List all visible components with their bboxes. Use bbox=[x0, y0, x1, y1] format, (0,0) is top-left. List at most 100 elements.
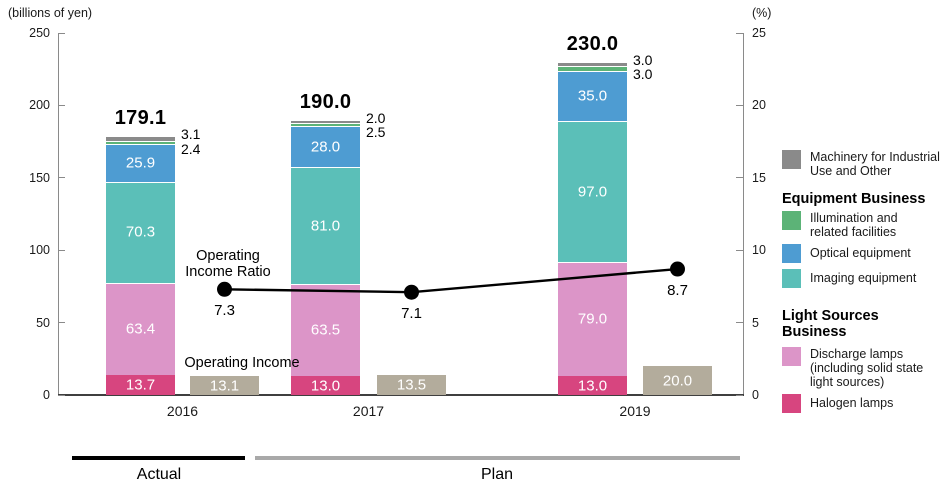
left-axis-tick-label: 150 bbox=[29, 170, 50, 185]
operating-income-annotation: Operating Income bbox=[184, 355, 300, 371]
legend-item-label-line: (including solid state bbox=[810, 361, 924, 375]
bar-segment-machinery-2017 bbox=[291, 119, 360, 123]
bar-total-label: 179.1 bbox=[114, 107, 167, 130]
bar-segment-value-label: 35.0 bbox=[577, 87, 608, 105]
operating-income-ratio-annotation: Operating Income Ratio bbox=[158, 248, 298, 280]
legend-item-label-line: Illumination and bbox=[810, 211, 898, 225]
legend-item-label-line: light sources) bbox=[810, 375, 885, 389]
right-axis-tick-label: 5 bbox=[752, 315, 759, 330]
bar-segment-halogen-2016 bbox=[106, 375, 175, 395]
legend-item-machinery: Machinery for Industrial Use and Other bbox=[782, 150, 940, 178]
legend-item-label-line: Use and Other bbox=[810, 164, 892, 178]
bar-side-label-line: 3.0 bbox=[633, 66, 653, 83]
left-axis-tick bbox=[58, 322, 65, 324]
bar-segment-value-label: 28.0 bbox=[310, 138, 341, 156]
right-axis-tick-label: 15 bbox=[752, 170, 766, 185]
bar-segment-optical-2017 bbox=[291, 126, 360, 167]
operating-income-bar-label: 13.1 bbox=[209, 377, 240, 394]
machinery-swatch bbox=[782, 150, 801, 169]
bar-side-label-line: 3.1 bbox=[181, 126, 201, 143]
legend-item-label: Halogen lamps bbox=[810, 394, 893, 410]
bar-segment-halogen-2019 bbox=[558, 376, 627, 395]
operating-income-bar-label: 13.5 bbox=[396, 376, 427, 394]
left-axis-tick-label: 250 bbox=[29, 26, 50, 40]
legend-item-optical: Optical equipment bbox=[782, 244, 940, 263]
right-axis-tick-label: 0 bbox=[752, 388, 759, 402]
legend-item-label: Imaging equipment bbox=[810, 269, 916, 285]
legend-item-label-line: related facilities bbox=[810, 225, 897, 239]
legend-item-label: Discharge lamps (including solid state lig… bbox=[810, 347, 923, 389]
bar-side-label-line: 2.5 bbox=[366, 124, 386, 141]
bar-segment-discharge-2016 bbox=[106, 283, 175, 376]
plan-period-line bbox=[255, 456, 740, 460]
legend-item-label-line: Halogen lamps bbox=[810, 396, 894, 410]
legend-item-label: Illumination and related facilities bbox=[810, 211, 898, 239]
bar-segment-value-label: 25.9 bbox=[125, 154, 156, 172]
bar-side-label-line: 2.0 bbox=[366, 109, 386, 126]
bar-segment-value-label: 63.4 bbox=[125, 320, 156, 338]
bar-segment-value-label: 13.7 bbox=[125, 376, 156, 394]
bar-segment-machinery-2016 bbox=[106, 136, 175, 141]
bar-side-labels: 2.0 2.5 bbox=[366, 111, 385, 140]
legend-header-light-sources-business: Light Sources Business bbox=[782, 308, 879, 340]
halogen-swatch bbox=[782, 394, 801, 413]
right-axis-tick-label: 25 bbox=[752, 26, 766, 40]
operating-income-bar-label: 20.0 bbox=[662, 372, 693, 390]
left-axis-tick-label: 200 bbox=[29, 98, 50, 113]
bar-segment-imaging-2019 bbox=[558, 121, 627, 262]
bar-segment-value-label: 13.0 bbox=[310, 377, 341, 395]
bar-total-label: 190.0 bbox=[299, 90, 352, 113]
right-axis-tick bbox=[736, 249, 743, 251]
optical-swatch bbox=[782, 244, 801, 263]
legend: Machinery for Industrial Use and Other Equ… bbox=[782, 150, 940, 413]
legend-item-label: Optical equipment bbox=[810, 244, 911, 260]
legend-item-label-line: Optical equipment bbox=[810, 246, 911, 260]
ratio-value-label: 8.7 bbox=[667, 282, 688, 300]
left-axis-tick bbox=[58, 177, 65, 179]
bar-segment-value-label: 63.5 bbox=[310, 321, 341, 339]
right-axis-tick bbox=[736, 322, 743, 324]
legend-item-halogen: Halogen lamps bbox=[782, 394, 940, 413]
bar-side-label-line: 3.0 bbox=[633, 51, 653, 68]
operating-income-bar-2016 bbox=[190, 376, 259, 395]
operating-income-ratio-annotation-line1: Operating bbox=[196, 248, 260, 264]
bar-side-label-line: 2.4 bbox=[181, 140, 201, 157]
left-axis-tick-label: 0 bbox=[43, 388, 50, 402]
actual-period-line bbox=[72, 456, 245, 460]
operating-income-bar-2019 bbox=[643, 366, 712, 395]
ratio-value-label: 7.1 bbox=[401, 305, 422, 323]
plan-period-label: Plan bbox=[480, 466, 514, 483]
bar-segment-value-label: 81.0 bbox=[310, 217, 341, 235]
x-axis-category-label: 2016 bbox=[166, 403, 199, 419]
bar-segment-optical-2019 bbox=[558, 70, 627, 122]
left-axis-tick-label: 100 bbox=[29, 243, 50, 258]
bar-segment-optical-2016 bbox=[106, 144, 175, 182]
bar-segment-imaging-2017 bbox=[291, 166, 360, 285]
ratio-data-point bbox=[404, 284, 419, 300]
bar-segment-illumination-2017 bbox=[291, 122, 360, 127]
bar-segment-value-label: 97.0 bbox=[577, 183, 608, 201]
legend-item-label: Machinery for Industrial Use and Other bbox=[810, 150, 940, 178]
left-axis-tick-label: 50 bbox=[36, 315, 50, 330]
bar-segment-discharge-2017 bbox=[291, 284, 360, 377]
legend-header-equipment-business: Equipment Business bbox=[782, 191, 926, 207]
bar-segment-halogen-2017 bbox=[291, 376, 360, 395]
bar-side-labels: 3.0 3.0 bbox=[633, 53, 652, 82]
imaging-swatch bbox=[782, 269, 801, 288]
x-axis-line bbox=[58, 394, 744, 396]
right-axis-tick bbox=[736, 177, 743, 179]
bar-total-label: 230.0 bbox=[566, 32, 619, 55]
illumination-swatch bbox=[782, 211, 801, 230]
bar-segment-machinery-2019 bbox=[558, 61, 627, 67]
right-axis-tick bbox=[736, 32, 743, 34]
right-axis-tick bbox=[736, 104, 743, 106]
x-axis-category-label: 2017 bbox=[352, 403, 385, 419]
ratio-value-label: 7.3 bbox=[214, 302, 235, 320]
legend-item-label-line: Imaging equipment bbox=[810, 271, 917, 285]
discharge-swatch bbox=[782, 347, 801, 366]
left-axis-unit-label: (billions of yen) bbox=[8, 6, 93, 20]
bar-segment-illumination-2016 bbox=[106, 140, 175, 145]
bar-segment-imaging-2016 bbox=[106, 181, 175, 284]
right-axis-line bbox=[743, 33, 744, 395]
